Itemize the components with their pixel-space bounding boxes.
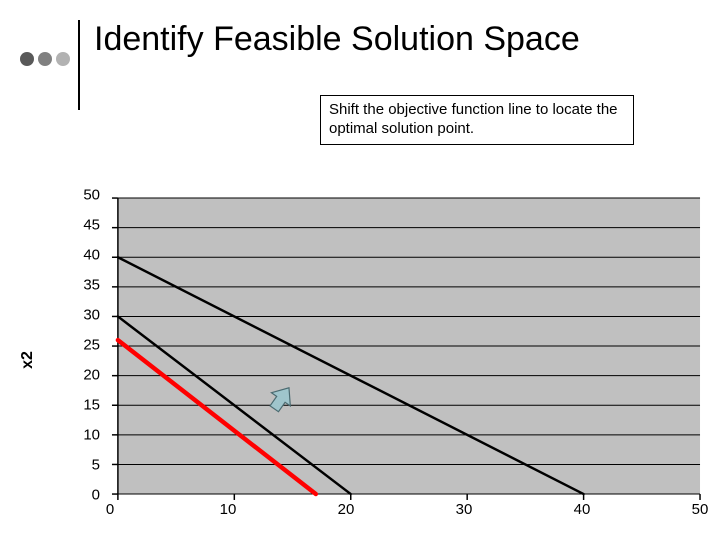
- y-tick-label: 5: [64, 457, 100, 474]
- x-tick-label: 10: [220, 501, 237, 518]
- y-tick-label: 30: [64, 307, 100, 324]
- vertical-divider: [78, 20, 80, 110]
- y-tick-label: 25: [64, 337, 100, 354]
- y-tick-label: 45: [64, 217, 100, 234]
- x-tick-label: 40: [574, 501, 591, 518]
- y-tick-label: 40: [64, 247, 100, 264]
- dot-icon: [20, 52, 34, 66]
- chart: x2 0510152025303540455001020304050: [30, 195, 700, 525]
- x-tick-label: 20: [338, 501, 355, 518]
- x-tick-label: 50: [692, 501, 709, 518]
- y-tick-label: 50: [64, 187, 100, 204]
- plot-area: 0510152025303540455001020304050: [110, 195, 700, 495]
- page-title: Identify Feasible Solution Space: [94, 20, 700, 59]
- y-tick-label: 10: [64, 427, 100, 444]
- x-tick-label: 0: [106, 501, 114, 518]
- dot-icon: [38, 52, 52, 66]
- chart-svg: [110, 195, 702, 505]
- dot-icon: [56, 52, 70, 66]
- bullet-dots: [20, 52, 70, 66]
- y-tick-label: 0: [64, 487, 100, 504]
- instruction-note: Shift the objective function line to loc…: [320, 95, 634, 145]
- y-tick-label: 20: [64, 367, 100, 384]
- x-tick-label: 30: [456, 501, 473, 518]
- y-axis-label: x2: [19, 351, 37, 369]
- y-tick-label: 35: [64, 277, 100, 294]
- y-tick-label: 15: [64, 397, 100, 414]
